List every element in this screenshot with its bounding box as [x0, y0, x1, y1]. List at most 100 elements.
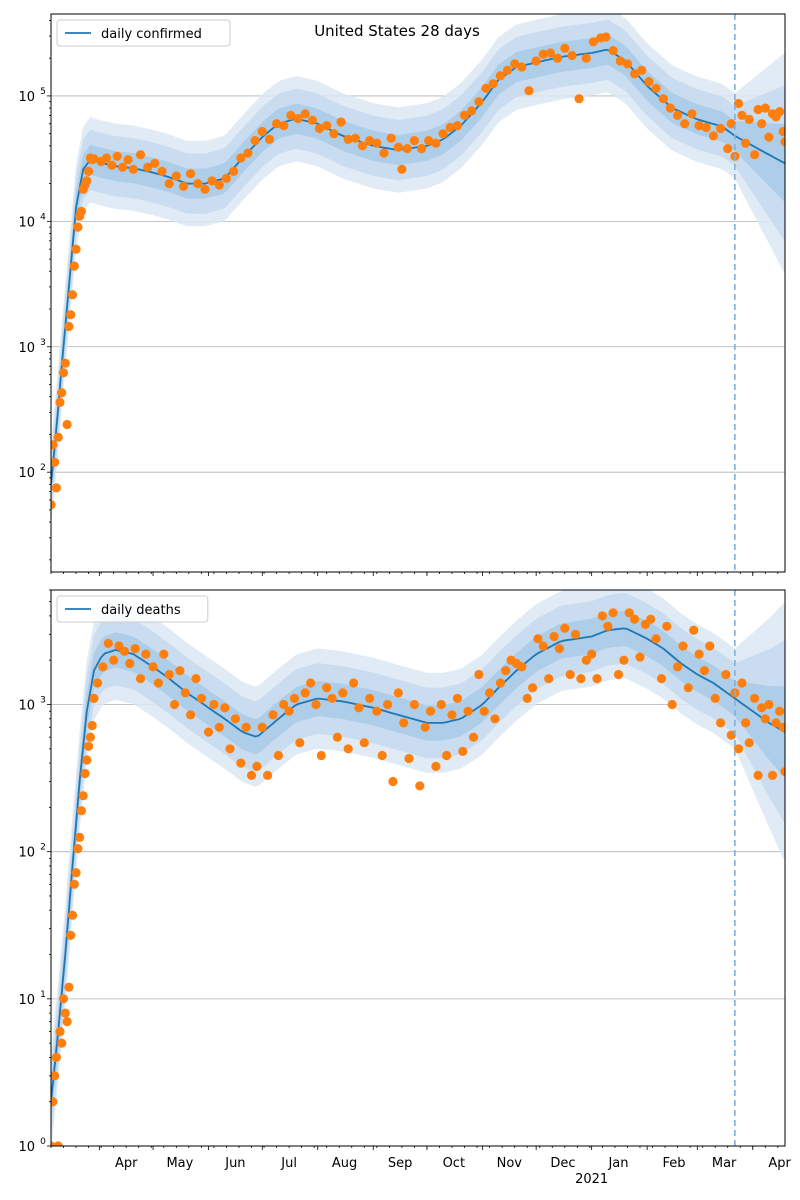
observed-point	[522, 693, 532, 704]
observed-point	[343, 744, 353, 754]
observed-point	[157, 166, 167, 176]
observed-point	[757, 703, 767, 713]
legend: daily confirmed	[56, 19, 231, 47]
observed-point	[767, 770, 778, 781]
observed-point	[383, 699, 393, 710]
observed-point	[78, 791, 88, 801]
observed-point	[279, 121, 289, 131]
y-tick-label: 10	[18, 993, 35, 1008]
observed-point	[60, 1008, 70, 1018]
x-tick-label: Aug	[332, 1156, 357, 1171]
observed-point	[662, 621, 672, 631]
chart-deaths: 10 0 10 1 10 2 10 3 Apr May Jun Jul Aug Sep Oct Nov Dec J…	[18, 589, 792, 1187]
observed-point	[474, 97, 484, 107]
observed-point	[69, 879, 79, 889]
observed-point	[549, 631, 559, 642]
observed-point	[284, 706, 294, 716]
observed-point	[705, 641, 715, 651]
observed-point	[502, 65, 513, 75]
observed-point	[630, 614, 640, 624]
observed-point	[694, 649, 704, 659]
observed-point	[64, 321, 74, 332]
observed-point	[592, 674, 602, 684]
observed-point	[544, 674, 554, 684]
observed-point	[67, 290, 78, 300]
observed-point	[646, 614, 656, 624]
observed-point	[538, 641, 548, 651]
observed-point	[209, 699, 219, 710]
observed-point	[436, 699, 446, 710]
observed-point	[196, 693, 206, 704]
observed-point	[60, 358, 70, 368]
observed-point	[98, 662, 108, 672]
legend-box	[56, 19, 231, 47]
observed-point	[667, 699, 677, 710]
observed-point	[415, 781, 425, 791]
observed-point	[744, 738, 754, 748]
observed-point	[279, 699, 289, 710]
observed-point	[750, 150, 760, 160]
observed-point	[289, 693, 300, 704]
observed-point	[438, 129, 448, 139]
observed-point	[581, 53, 591, 63]
observed-point	[64, 982, 74, 992]
x-tick-label: May	[166, 1156, 193, 1171]
observed-point	[485, 688, 495, 698]
observed-point	[119, 646, 129, 656]
observed-point	[574, 94, 584, 104]
observed-point	[241, 722, 251, 732]
observed-point	[264, 134, 274, 144]
observed-point	[220, 703, 230, 713]
observed-point	[431, 761, 441, 772]
observed-point	[545, 48, 556, 58]
observed-point	[744, 114, 754, 124]
observed-point	[737, 110, 747, 120]
observed-point	[778, 126, 785, 137]
observed-point	[733, 98, 744, 109]
observed-point	[445, 122, 455, 133]
observed-point	[246, 770, 257, 781]
observed-point	[75, 832, 85, 843]
observed-point	[143, 162, 153, 172]
observed-point	[71, 868, 81, 878]
observed-point	[481, 83, 491, 93]
observed-point	[393, 688, 403, 698]
legend: daily deaths	[56, 595, 209, 623]
observed-point	[431, 138, 441, 148]
observed-point	[644, 77, 654, 87]
x-tick-label: Oct	[443, 1156, 465, 1171]
y-tick-label: 10	[18, 90, 35, 105]
observed-point	[517, 62, 527, 72]
observed-point	[778, 722, 785, 732]
observed-point	[635, 652, 645, 662]
observed-point	[76, 206, 86, 216]
observed-point	[452, 121, 462, 131]
legend-box	[56, 595, 209, 623]
y-tick-label-exponent: 3	[40, 696, 46, 706]
observed-point	[214, 722, 224, 732]
observed-point	[683, 683, 693, 693]
x-tick-label: Sep	[388, 1156, 413, 1171]
observed-point	[76, 806, 86, 816]
x-tick-label: Apr	[115, 1156, 138, 1171]
x-tick-label: Jan	[607, 1156, 628, 1171]
observed-point	[191, 674, 201, 684]
observed-point	[322, 121, 332, 131]
y-tick-label-exponent: 4	[40, 212, 46, 222]
observed-point	[488, 79, 498, 89]
observed-point	[689, 625, 699, 635]
legend-label: daily confirmed	[101, 27, 202, 42]
observed-point	[354, 703, 364, 713]
y-tick-label: 10	[18, 341, 35, 356]
y-tick-label-exponent: 1	[40, 990, 46, 1000]
observed-point	[225, 744, 235, 754]
observed-point	[57, 388, 67, 398]
observed-point	[55, 397, 65, 407]
observed-point	[424, 136, 434, 146]
observed-point	[306, 678, 316, 688]
observed-point	[694, 121, 704, 131]
observed-point	[386, 133, 396, 143]
observed-point	[295, 738, 305, 748]
observed-point	[51, 1097, 58, 1107]
